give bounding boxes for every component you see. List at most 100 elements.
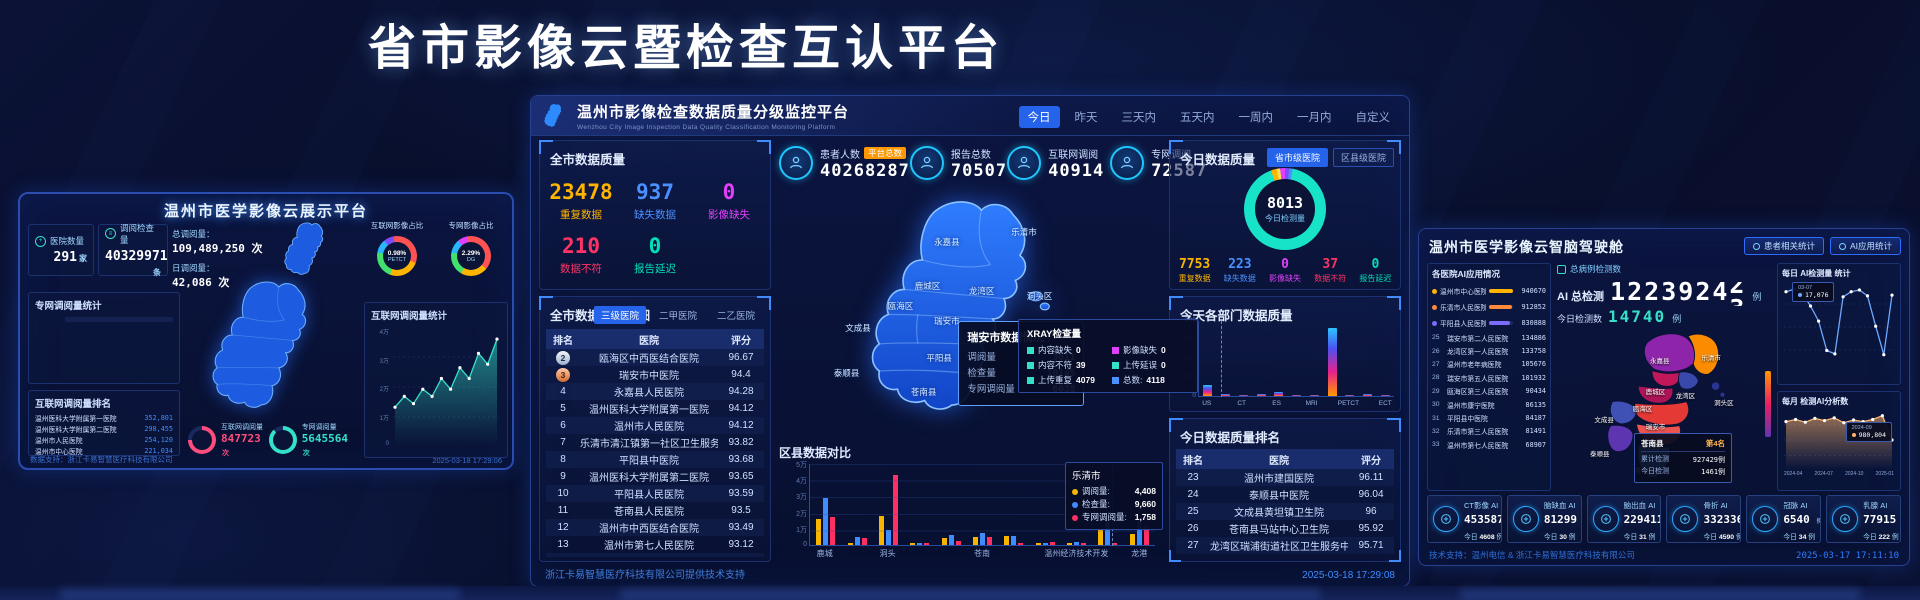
district-bar [910, 543, 916, 545]
ai-kpi-card[interactable]: 骨折 AI 3323368 例 今日 4590 例 [1666, 495, 1742, 543]
dept-bar-chart[interactable] [1198, 321, 1394, 397]
district-bar [924, 543, 930, 545]
wenzhou-map[interactable]: 永嘉县 乐清市 鹿城区 瓯海区 龙湾区 洞头区 文成县 瑞安市 平阳县 泰顺县 苍南县 瑞安市数据情… [777, 188, 1163, 434]
ai-roll-digit: 23 [1729, 282, 1747, 306]
dept-x-axis: US CT ES MRI PETCT ECT [1198, 400, 1394, 410]
row-hospital: 平阳县人民医院 [614, 490, 684, 501]
row-rank: 25 [1187, 506, 1199, 517]
internet-rank-title: 互联网调阅量排名 [35, 399, 112, 410]
table-row: 25 文成县黄坦镇卫生院 96 [1176, 503, 1394, 520]
button-dot-icon [1752, 242, 1760, 250]
date-range-tab[interactable]: 一周内 [1238, 112, 1274, 124]
row-rank: 25 [1432, 334, 1440, 342]
ai-kpi-card[interactable]: 脑缺血 AI 81299 例 今日 30 例 [1506, 495, 1582, 543]
xray-tooltip-title: XRAY检查量 [1027, 329, 1082, 340]
today-stat-label: 重复数据 [1178, 274, 1211, 283]
stat-toggle-button[interactable]: AI应用统计 [1829, 237, 1901, 255]
kpi-label: 互联网调阅 [1048, 149, 1099, 161]
row-rank: 9 [560, 471, 566, 482]
tooltip-value: 4079 [1076, 375, 1095, 385]
internet-rank-list[interactable]: 温州医科大学附属第一医院 352,801 温州医科大学附属第二医院 298,45… [29, 412, 179, 456]
axis-tick: MRI [1305, 400, 1318, 407]
axis-tick: 0 [803, 540, 807, 548]
district-bar [1105, 520, 1111, 545]
list-item: 32 乐清市第三人民医院 81491 [1432, 425, 1546, 438]
row-score: 94.28 [728, 386, 754, 397]
privatenet-gauge-ring [268, 426, 297, 454]
district-bar [1143, 525, 1149, 545]
row-hospital: 苍南县人民医院 [614, 507, 684, 518]
row-rank: 33 [1432, 441, 1440, 449]
ai-kpi-card[interactable]: 脑出血 AI 229411 例 今日 31 例 [1586, 495, 1662, 543]
district-label: 瑞安市 [1645, 423, 1666, 431]
today-stat: 7753 重复数据 [1172, 257, 1217, 284]
tooltip-label: 上传重复 [1038, 375, 1073, 385]
axis-tick: 2025-01 [1875, 471, 1894, 477]
date-range-tab[interactable]: 一月内 [1297, 112, 1332, 124]
rank-hospital-name: 温州市中心医院 [35, 448, 83, 456]
date-range-tab[interactable]: 自定义 [1355, 112, 1391, 124]
date-range-tab[interactable]: 昨天 [1074, 112, 1098, 124]
hospital-name: 瑞安市第五人民医院 [1447, 375, 1509, 383]
axis-tick [1285, 400, 1302, 410]
daily-tooltip: 03-07 17,076 [1792, 282, 1835, 302]
privatenet-share-donut: 专网影像占比 2.29% DG [436, 220, 506, 276]
district-bar-group [998, 464, 1029, 545]
rank-hospital-name: 温州市人民医院 [35, 437, 83, 445]
hospital-ai-top-list[interactable]: 温州市中心医院 940670 乐清市人民医院 912852 平阳县人民医院 83… [1432, 283, 1546, 331]
tooltip-label: 调阅量 [967, 351, 996, 363]
district-label: 鹿城区 [1645, 389, 1666, 397]
district-bar-group [1061, 464, 1092, 545]
center-right-column: 今日数据质量 省市级医院 区县级医院 8013 今日检测量 7753 [1018, 140, 1401, 562]
table-row: 14 中国人民解放军第一一八医院 92.97 [546, 553, 764, 557]
row-score: 92.97 [718, 556, 764, 557]
date-range-tab[interactable]: 今日 [1018, 106, 1060, 128]
hospital-level-tab[interactable]: 三级医院 [593, 306, 646, 324]
monthly-ai-title: 每月 检测AI分析数 [1782, 397, 1849, 406]
card-value: 229411 [1623, 512, 1662, 526]
district-bar-group [810, 464, 841, 545]
today-donut-chart[interactable]: 8013 今日检测量 [1244, 168, 1326, 250]
dept-bar [1309, 394, 1319, 396]
table-row: 8 平阳县中医院 93.68 [546, 451, 764, 468]
hospital-level-tab[interactable]: 二甲医院 [658, 311, 697, 322]
row-rank: 26 [1187, 523, 1199, 534]
right-center-area: 总病例检测数 AI 总检测 122392423 例 今日检测数 14740 例 [1557, 263, 1771, 491]
table-header: 排名 医院 评分 [1176, 449, 1394, 469]
privatenet-bar-chart[interactable] [29, 314, 179, 324]
monthly-tooltip: 2024-09 980,804 [1845, 422, 1892, 442]
date-range-tab[interactable]: 五天内 [1180, 112, 1215, 124]
rank-hospital-value: 221,034 [144, 446, 173, 455]
hospital-level-tab[interactable]: 二乙医院 [716, 311, 755, 322]
left-map[interactable] [188, 276, 356, 420]
date-range-tab[interactable]: 三天内 [1121, 112, 1157, 124]
button-label: AI应用统计 [1849, 241, 1892, 251]
quality-detail-rows[interactable]: 2 瓯海区中西医结合医院 96.67 3 瑞安市中医院 94.4 4 永嘉县人民… [546, 349, 764, 557]
district-bar [1018, 542, 1024, 545]
internet-trend-chart[interactable] [391, 327, 501, 449]
kpi-row: 患者人数 平台总数 40268287 报告总数 70507 [777, 140, 1206, 186]
quality-stat-label: 报告延迟 [634, 263, 676, 275]
today-stat: 0 报告延迟 [1353, 257, 1398, 284]
patient-icon [779, 146, 813, 180]
row-rank: 30 [1432, 401, 1440, 409]
privatenet-gauge-unit: 次 [302, 449, 310, 457]
district-bar [878, 515, 884, 545]
district-bar-group [1124, 464, 1155, 545]
bone-icon [1672, 506, 1699, 532]
internet-share-ring: 0.98% PETCT [377, 236, 417, 276]
row-hospital: 温州医科大学附属第二医院 [589, 473, 709, 484]
hospital-ai-rank-list[interactable]: 25 瑞安市第二人民医院 134886 26 龙湾区第一人民医院 133758 … [1432, 331, 1546, 452]
table-row: 11 苍南县人民医院 93.5 [546, 502, 764, 519]
hospital-scope-button[interactable]: 区县级医院 [1332, 148, 1394, 167]
card-today-unit: 例 [1648, 533, 1656, 541]
ai-kpi-card[interactable]: CT影像 AI 4535875 例 今日 4608 例 [1427, 495, 1502, 543]
ai-kpi-card[interactable]: 乳腺 AI 77915 例 今日 222 例 [1826, 495, 1901, 543]
ai-kpi-card[interactable]: 冠脉 AI 6540 例 今日 34 例 [1746, 495, 1822, 543]
stat-toggle-button[interactable]: 患者相关统计 [1743, 237, 1824, 255]
dept-bar [1256, 394, 1266, 396]
axis-tick: 2万 [379, 387, 389, 393]
today-rank-rows[interactable]: 23 温州市建国医院 96.11 24 泰顺县中医院 96.04 25 文成县黄… [1176, 469, 1394, 557]
hospital-scope-button[interactable]: 省市级医院 [1266, 148, 1328, 167]
